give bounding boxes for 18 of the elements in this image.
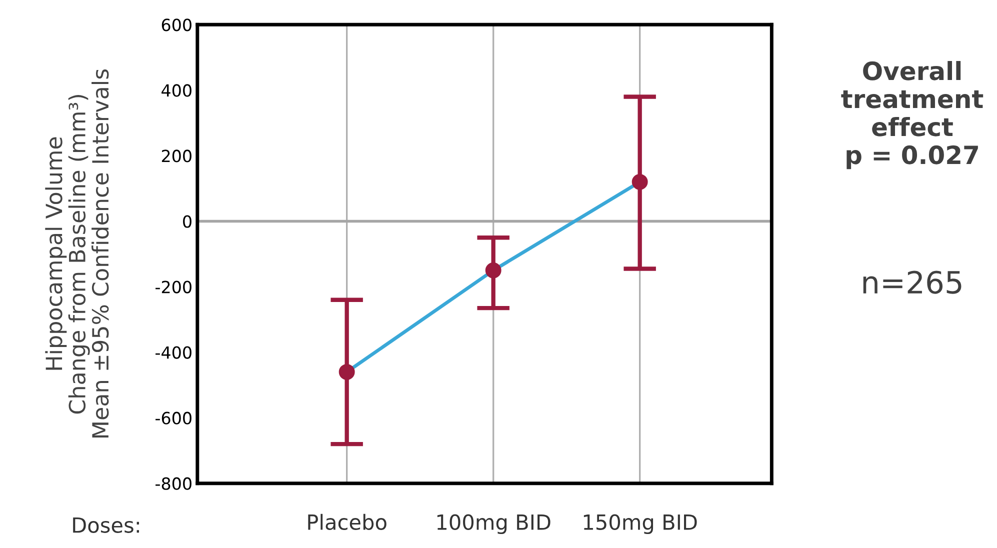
x-tick-label: 100mg BID [437,514,550,534]
y-tick-label: 600 [162,18,192,32]
y-tick-label: 400 [162,84,192,97]
x-tick-label: Placebo [308,514,386,530]
point [485,262,502,278]
point [632,174,648,190]
y-tick-label: -400 [156,346,192,359]
y-axis-title: Hippocampal Volume Change from Baseline (mm³) Mean ±95% Confidence Intervals [45,69,109,438]
x-axis-title: Doses: [73,517,139,533]
x-tick-label: 150mg BID [584,514,697,534]
text: n=265 [863,270,962,294]
y-tick-label: 0 [183,215,192,228]
text: Overall treatment effect p = 0.027 [841,60,984,170]
y-tick-label: 200 [162,150,192,162]
y-tick-label: -600 [156,412,192,424]
y-tick-label: -200 [156,280,192,294]
point [338,364,355,380]
y-tick-label: -800 [156,477,192,490]
